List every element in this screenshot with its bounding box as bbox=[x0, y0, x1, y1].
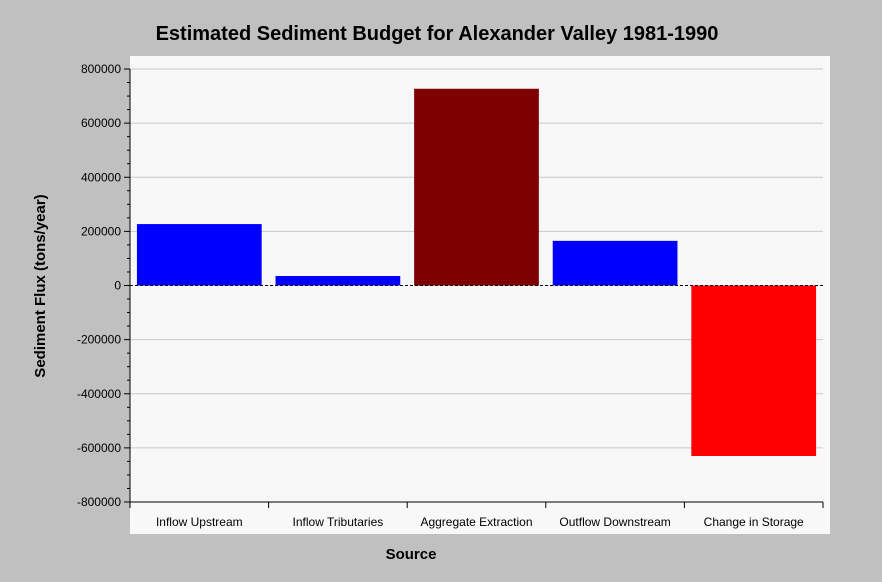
x-tick-label: Inflow Upstream bbox=[156, 515, 243, 529]
bar-outflow-downstream bbox=[552, 240, 678, 286]
bar-inflow-tributaries bbox=[275, 276, 401, 286]
bar-aggregate-extraction bbox=[414, 88, 539, 286]
x-tick-label: Aggregate Extraction bbox=[420, 515, 532, 529]
y-tick-label: -400000 bbox=[77, 387, 121, 401]
y-tick-label: 600000 bbox=[81, 116, 121, 130]
tick-labels: 800000 600000 400000 200000 0 -200000 -400000 -… bbox=[77, 62, 804, 529]
axes bbox=[124, 68, 824, 508]
y-tick-label: -800000 bbox=[77, 495, 121, 509]
y-tick-label: 800000 bbox=[81, 62, 121, 76]
bar-change-in-storage bbox=[691, 285, 817, 456]
x-axis-title: Source bbox=[386, 546, 437, 563]
y-axis-title: Sediment Flux (tons/year) bbox=[32, 194, 49, 377]
y-tick-label: -600000 bbox=[77, 441, 121, 455]
x-tick-label: Outflow Downstream bbox=[559, 515, 670, 529]
y-tick-label: -200000 bbox=[77, 333, 121, 347]
y-tick-label: 400000 bbox=[81, 170, 121, 184]
chart-title: Estimated Sediment Budget for Alexander … bbox=[156, 23, 719, 45]
x-tick-label: Change in Storage bbox=[704, 515, 804, 529]
bar-inflow-upstream bbox=[136, 224, 262, 286]
x-tick-label: Inflow Tributaries bbox=[293, 515, 384, 529]
y-tick-label: 0 bbox=[114, 279, 121, 293]
bars bbox=[136, 88, 817, 456]
y-tick-label: 200000 bbox=[81, 224, 121, 238]
